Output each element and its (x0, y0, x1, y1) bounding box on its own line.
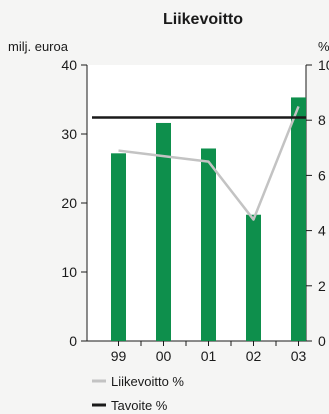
right-tick-label: 0 (318, 333, 326, 349)
right-axis-label: % (318, 39, 329, 54)
legend-label-tavoite: Tavoite % (111, 398, 168, 413)
bar (291, 97, 306, 342)
bar (156, 122, 171, 342)
left-tick-label: 20 (61, 195, 77, 211)
right-axis-ticks: 0 2 4 6 8 10 (306, 57, 329, 349)
x-axis-ticks: 99 00 01 02 03 (111, 341, 307, 364)
legend-label-liikevoitto: Liikevoitto % (111, 374, 184, 389)
x-tick-label: 03 (291, 348, 307, 364)
left-tick-label: 10 (61, 264, 77, 280)
left-axis-ticks: 0 10 20 30 40 (61, 57, 87, 349)
x-tick-label: 01 (201, 348, 217, 364)
right-tick-label: 10 (318, 57, 329, 73)
right-tick-label: 4 (318, 223, 326, 239)
right-tick-label: 6 (318, 167, 326, 183)
right-tick-label: 2 (318, 278, 326, 294)
right-tick-label: 8 (318, 112, 326, 128)
bar-series (111, 97, 306, 342)
bar (111, 153, 126, 341)
left-tick-label: 40 (61, 57, 77, 73)
line-series (92, 105, 306, 221)
x-tick-label: 00 (156, 348, 172, 364)
bar (246, 214, 261, 341)
bar (201, 148, 216, 341)
left-tick-label: 30 (61, 126, 77, 142)
x-tick-label: 99 (111, 348, 127, 364)
chart-title: Liikevoitto (163, 11, 243, 28)
x-tick-label: 02 (246, 348, 262, 364)
left-tick-label: 0 (69, 333, 77, 349)
left-axis-label: milj. euroa (8, 39, 69, 54)
legend: Liikevoitto % Tavoite % (92, 374, 184, 413)
